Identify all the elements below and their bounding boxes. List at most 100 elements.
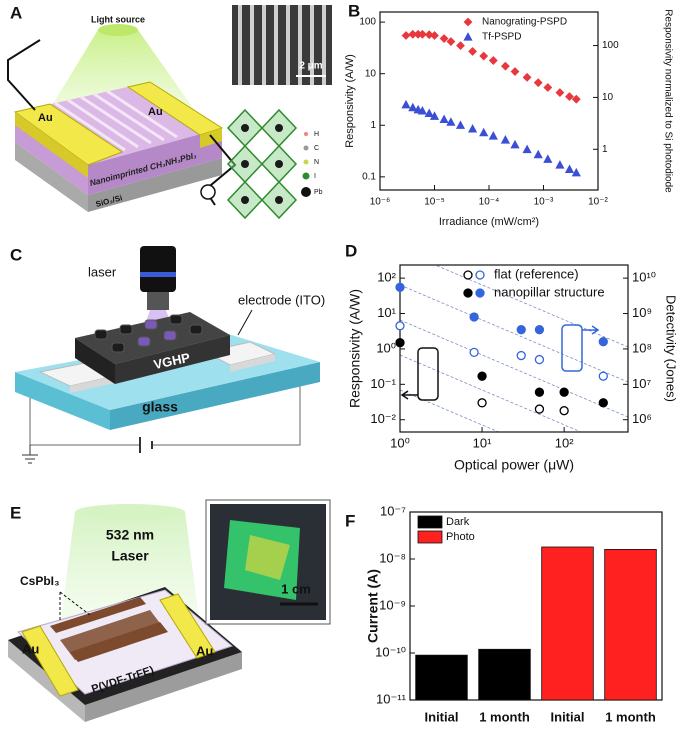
atom-label: C (314, 145, 319, 152)
diagram-a: Light source Au Au Nanoimprinted CH₃NH₃P… (7, 5, 332, 220)
marker (534, 404, 545, 414)
y-tick-label: 100 (359, 17, 376, 28)
marker (429, 111, 440, 120)
marker (534, 354, 545, 365)
y2-tick-label: 10⁹ (632, 305, 652, 320)
marker (510, 139, 520, 149)
sem-stripes (274, 5, 278, 85)
marker (468, 124, 478, 133)
glass-front (110, 362, 320, 430)
arrow (400, 390, 418, 400)
marker (424, 108, 434, 118)
sem-stripes (286, 5, 290, 85)
electrode-label: Au (38, 112, 53, 124)
electrode-side (230, 354, 275, 372)
panel-label: D (345, 241, 357, 260)
x-tick-label: 10⁻² (588, 197, 608, 208)
x-tick-label: 10⁻⁴ (479, 197, 500, 208)
marker (522, 144, 532, 154)
sem-stripes (262, 5, 266, 85)
pointer (59, 591, 91, 622)
grating (80, 95, 152, 145)
marker (559, 387, 569, 397)
vghp-side (75, 338, 115, 384)
marker (533, 78, 543, 88)
marker (417, 29, 427, 39)
y2-tick-label: 10 (602, 92, 614, 103)
atom-legend (304, 132, 308, 136)
atom-legend (303, 159, 309, 165)
pb-atoms (275, 124, 283, 132)
atom-legend (303, 145, 309, 151)
marker (516, 350, 526, 361)
x-tick-label: 10¹ (473, 435, 492, 450)
marker (424, 30, 434, 40)
wire (7, 39, 41, 111)
marker (395, 338, 405, 348)
glass-side (15, 372, 110, 430)
nanopillars (144, 319, 158, 330)
nanopillars (119, 324, 133, 335)
electrode-side (200, 128, 222, 148)
grating (54, 89, 178, 152)
marker (598, 337, 608, 347)
marker (488, 131, 498, 140)
perovskite-stripe (70, 622, 168, 662)
y-axis-label: Responsivity (A/W) (344, 54, 356, 148)
atom-legend (302, 172, 310, 180)
legend-label: Photo (446, 531, 475, 543)
light-source-label: Light source (91, 14, 145, 24)
y2-tick-label: 10⁸ (632, 340, 652, 355)
sem-stripes (238, 5, 242, 85)
scale-bar-label: 2 μm (299, 61, 322, 72)
y2-tick-label: 10¹⁰ (632, 270, 656, 285)
x-tick-label: 10⁻³ (534, 197, 554, 208)
marker (395, 282, 405, 292)
device-photo-glow (245, 535, 290, 580)
marker (456, 41, 465, 51)
panel-label: F (345, 511, 355, 530)
marker (516, 325, 526, 335)
legend-swatch (417, 530, 443, 544)
y-tick-label: 10⁻² (370, 411, 396, 426)
x-tick-label: Initial (551, 709, 585, 724)
x-tick-label: 10⁻⁶ (370, 197, 391, 208)
panel-label: E (10, 503, 21, 522)
y-tick-label: 10 (365, 68, 377, 79)
marker (500, 61, 510, 71)
atom-label: H (314, 131, 319, 138)
marker (430, 31, 439, 40)
y2-axis-label: Detectivity (Jones) (664, 295, 679, 402)
legend-marker (475, 270, 485, 280)
grating (106, 89, 178, 139)
guide-lines (400, 389, 500, 432)
marker (533, 149, 543, 159)
y-axis-label: Current (A) (365, 569, 381, 643)
guide-lines (400, 284, 628, 383)
sem-stripes (322, 5, 326, 85)
marker (408, 102, 418, 112)
vghp-front (115, 335, 230, 384)
marker (401, 31, 411, 40)
y-tick-label: 10⁻⁸ (379, 550, 406, 565)
x-tick-label: 10⁻⁵ (424, 197, 445, 208)
legend-marker (463, 288, 473, 298)
marker (598, 371, 608, 381)
panel-label: C (10, 245, 22, 264)
x-tick-label: Initial (425, 709, 459, 724)
substrate-side (8, 640, 85, 722)
y-tick-label: 10² (377, 270, 396, 285)
nanopillars (94, 329, 108, 340)
pb-atoms (275, 160, 283, 168)
legend-marker (463, 17, 473, 27)
laser-wavelength: 532 nm (106, 527, 154, 543)
electrode-label: electrode (ITO) (238, 292, 325, 307)
diagram-e: 532 nm Laser CsPbI₃ Au Au P(VDF-TrFE) 1 … (8, 499, 331, 722)
arrow-box (417, 347, 439, 401)
laser-label: Laser (111, 548, 149, 564)
grating (67, 98, 139, 149)
substrate-front (88, 158, 222, 212)
panel-label: A (10, 3, 22, 22)
marker (446, 37, 456, 46)
sem-image (232, 5, 332, 85)
